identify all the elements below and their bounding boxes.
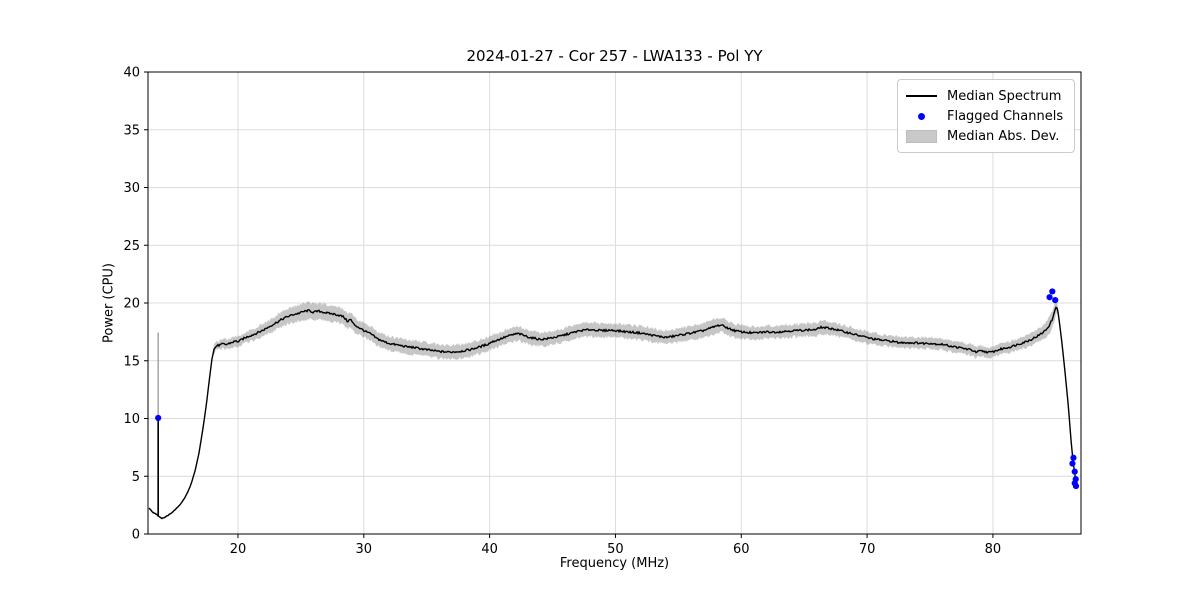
x-tick-label: 80	[985, 542, 1002, 557]
x-tick-label: 20	[230, 542, 247, 557]
legend-label: Median Spectrum	[947, 88, 1062, 104]
y-tick-label: 40	[123, 66, 140, 81]
legend-entry-median-abs-dev: Median Abs. Dev.	[906, 126, 1066, 146]
y-axis-label: Power (CPU)	[101, 262, 117, 344]
plot-title: 2024-01-27 - Cor 257 - LWA133 - Pol YY	[466, 47, 763, 65]
median-spectrum-line-marker	[906, 95, 937, 97]
y-tick-label: 15	[123, 354, 140, 369]
flagged-channel-point	[1049, 288, 1056, 295]
legend-label: Median Abs. Dev.	[947, 128, 1060, 144]
y-tick-label: 20	[123, 297, 140, 312]
legend-entry-median-spectrum: Median Spectrum	[906, 86, 1066, 106]
x-tick-label: 30	[356, 542, 373, 557]
y-tick-label: 25	[123, 239, 140, 254]
y-tick-label: 5	[132, 470, 140, 485]
flagged-channels-dot-marker	[906, 112, 937, 120]
axes-spines	[147, 71, 1082, 535]
median-spectrum-line	[148, 306, 1078, 520]
median-abs-dev-patch-marker	[906, 129, 937, 143]
flagged-channel-point	[1052, 297, 1059, 304]
flagged-channel-point	[155, 414, 162, 422]
y-tick-label: 30	[123, 181, 140, 196]
x-tick-label: 40	[481, 542, 498, 557]
x-axis-label: Frequency (MHz)	[559, 556, 670, 571]
x-tick-label: 70	[859, 542, 876, 557]
x-tick-label: 50	[607, 542, 624, 557]
legend-entry-flagged-channels: Flagged Channels	[906, 106, 1066, 126]
legend-label: Flagged Channels	[947, 108, 1064, 124]
flagged-channel-point	[1070, 454, 1077, 461]
flagged-channel-point	[1069, 460, 1076, 467]
flagged-channel-point	[1046, 294, 1053, 301]
legend: Median Spectrum Flagged Channels Median …	[897, 79, 1075, 153]
flagged-channel-point	[1072, 482, 1080, 490]
flagged-channel-point	[1071, 468, 1078, 475]
y-tick-label: 35	[123, 123, 140, 138]
x-tick-label: 60	[733, 542, 750, 557]
mad-band	[149, 299, 1077, 520]
y-tick-label: 10	[123, 412, 140, 427]
y-tick-label: 0	[132, 528, 140, 543]
